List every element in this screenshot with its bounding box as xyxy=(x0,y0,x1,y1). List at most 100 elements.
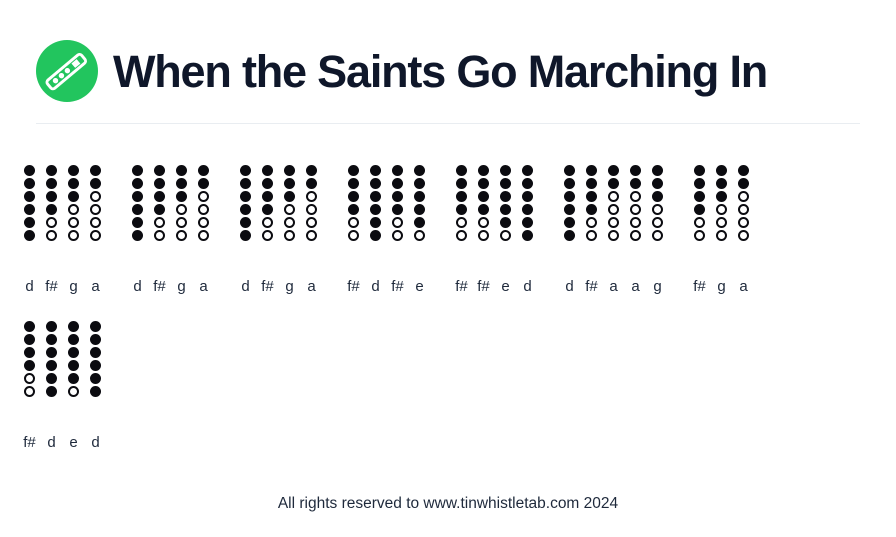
hole-open-icon xyxy=(694,217,705,228)
hole-filled-icon xyxy=(132,204,143,215)
hole-open-icon xyxy=(716,217,727,228)
hole-filled-icon xyxy=(46,321,57,332)
hole-filled-icon xyxy=(240,217,251,228)
hole-filled-icon xyxy=(414,165,425,176)
hole-open-icon xyxy=(176,230,187,241)
note-group: d f# g a xyxy=(240,165,317,295)
note-label: f# xyxy=(23,434,36,451)
hole-filled-icon xyxy=(46,347,57,358)
note-column: g xyxy=(176,165,187,295)
hole-filled-icon xyxy=(414,178,425,189)
note-column: g xyxy=(68,165,79,295)
hole-filled-icon xyxy=(24,204,35,215)
hole-filled-icon xyxy=(24,178,35,189)
note-column: d xyxy=(90,321,101,451)
note-label: f# xyxy=(347,278,360,295)
hole-filled-icon xyxy=(46,386,57,397)
hole-filled-icon xyxy=(240,230,251,241)
note-label: g xyxy=(69,278,78,295)
note-label: d xyxy=(565,278,574,295)
hole-filled-icon xyxy=(46,334,57,345)
hole-filled-icon xyxy=(564,230,575,241)
hole-open-icon xyxy=(716,230,727,241)
hole-filled-icon xyxy=(716,165,727,176)
note-label: e xyxy=(501,278,510,295)
note-label: a xyxy=(609,278,618,295)
hole-open-icon xyxy=(90,230,101,241)
note-label: f# xyxy=(477,278,490,295)
note-label: g xyxy=(177,278,186,295)
hole-open-icon xyxy=(68,230,79,241)
hole-filled-icon xyxy=(46,165,57,176)
hole-open-icon xyxy=(586,230,597,241)
note-column: d xyxy=(564,165,575,295)
note-label: f# xyxy=(261,278,274,295)
hole-filled-icon xyxy=(564,204,575,215)
hole-filled-icon xyxy=(68,321,79,332)
hole-open-icon xyxy=(176,217,187,228)
hole-filled-icon xyxy=(716,178,727,189)
hole-filled-icon xyxy=(652,191,663,202)
note-label: g xyxy=(717,278,726,295)
hole-filled-icon xyxy=(370,178,381,189)
note-label: d xyxy=(133,278,142,295)
hole-filled-icon xyxy=(68,178,79,189)
page-title: When the Saints Go Marching In xyxy=(113,45,768,97)
hole-filled-icon xyxy=(68,360,79,371)
hole-filled-icon xyxy=(564,217,575,228)
note-label: e xyxy=(69,434,78,451)
note-group: f# d e d xyxy=(23,321,101,451)
hole-filled-icon xyxy=(68,165,79,176)
hole-filled-icon xyxy=(284,191,295,202)
hole-filled-icon xyxy=(652,178,663,189)
hole-filled-icon xyxy=(738,178,749,189)
hole-filled-icon xyxy=(522,204,533,215)
hole-open-icon xyxy=(608,230,619,241)
hole-filled-icon xyxy=(176,191,187,202)
hole-open-icon xyxy=(608,204,619,215)
hole-open-icon xyxy=(68,386,79,397)
hole-filled-icon xyxy=(348,165,359,176)
hole-open-icon xyxy=(348,217,359,228)
note-column: f# xyxy=(23,321,36,451)
note-group: f# f# e d xyxy=(455,165,533,295)
hole-filled-icon xyxy=(90,178,101,189)
hole-filled-icon xyxy=(370,217,381,228)
note-column: a xyxy=(90,165,101,295)
note-column: g xyxy=(716,165,727,295)
hole-open-icon xyxy=(24,373,35,384)
note-column: d xyxy=(522,165,533,295)
hole-filled-icon xyxy=(24,230,35,241)
hole-open-icon xyxy=(392,230,403,241)
hole-filled-icon xyxy=(392,178,403,189)
note-label: a xyxy=(199,278,208,295)
hole-filled-icon xyxy=(240,204,251,215)
hole-filled-icon xyxy=(176,165,187,176)
note-column: d xyxy=(240,165,251,295)
note-column: f# xyxy=(693,165,706,295)
hole-filled-icon xyxy=(564,165,575,176)
note-column: a xyxy=(198,165,209,295)
note-column: d xyxy=(370,165,381,295)
hole-open-icon xyxy=(46,230,57,241)
hole-filled-icon xyxy=(132,191,143,202)
hole-filled-icon xyxy=(68,334,79,345)
hole-filled-icon xyxy=(240,165,251,176)
hole-filled-icon xyxy=(46,191,57,202)
hole-filled-icon xyxy=(154,191,165,202)
hole-open-icon xyxy=(284,217,295,228)
note-label: f# xyxy=(585,278,598,295)
hole-filled-icon xyxy=(306,165,317,176)
hole-filled-icon xyxy=(500,178,511,189)
hole-open-icon xyxy=(262,217,273,228)
hole-filled-icon xyxy=(414,204,425,215)
hole-open-icon xyxy=(198,204,209,215)
note-column: a xyxy=(738,165,749,295)
hole-filled-icon xyxy=(46,204,57,215)
hole-filled-icon xyxy=(608,178,619,189)
hole-filled-icon xyxy=(586,204,597,215)
hole-filled-icon xyxy=(500,191,511,202)
note-label: a xyxy=(307,278,316,295)
note-label: f# xyxy=(45,278,58,295)
note-label: e xyxy=(415,278,424,295)
